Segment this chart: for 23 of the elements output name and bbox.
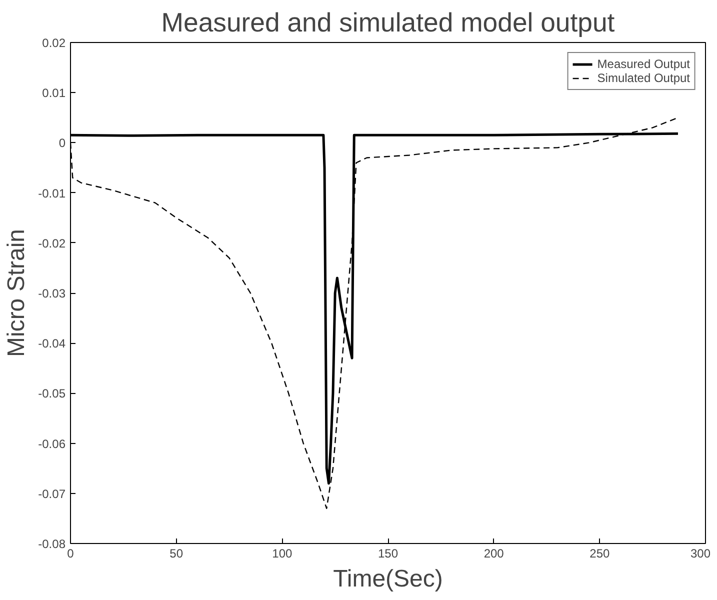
y-tick-label: -0.01 <box>38 186 66 200</box>
y-tick-label: -0.03 <box>38 286 66 300</box>
y-tick-label: 0.02 <box>42 36 66 50</box>
y-tick-label: -0.04 <box>38 336 66 351</box>
y-tick-label: -0.07 <box>38 486 66 501</box>
x-axis-title: Time(Sec) <box>333 566 443 592</box>
x-tick-label: 50 <box>170 546 184 560</box>
y-axis-title: Micro Strain <box>3 228 30 358</box>
y-tick-label: 0.01 <box>42 86 66 100</box>
y-tick-label: -0.05 <box>38 386 66 401</box>
x-tick-label: 200 <box>484 546 504 560</box>
y-tick-label: -0.08 <box>38 537 66 551</box>
x-tick-label: 100 <box>272 546 293 560</box>
chart-title: Measured and simulated model output <box>161 8 616 38</box>
y-tick-label: -0.06 <box>38 436 66 451</box>
y-tick-label: 0 <box>58 136 66 150</box>
x-tick-label: 0 <box>67 546 74 560</box>
x-tick-label: 250 <box>590 546 610 560</box>
x-tick-label: 150 <box>378 546 398 560</box>
x-tick-label: 300 <box>690 546 711 560</box>
y-tick-label: -0.02 <box>38 236 66 250</box>
legend-label: Measured Output <box>597 57 690 71</box>
legend-label: Simulated Output <box>597 71 690 85</box>
